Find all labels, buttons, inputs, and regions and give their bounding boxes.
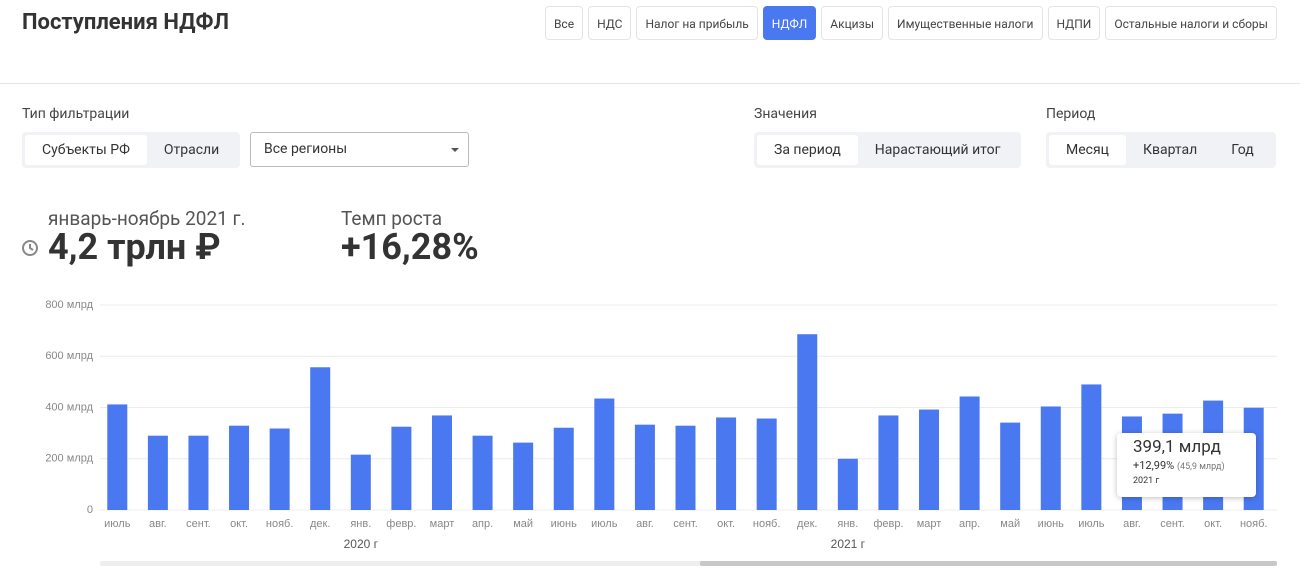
bar [919, 410, 939, 510]
bar [797, 334, 817, 510]
select-value: Все регионы [264, 141, 347, 157]
values-label: Значения [754, 106, 817, 122]
bar [270, 429, 290, 510]
x-tick-label: нояб. [1240, 518, 1268, 530]
bar [635, 425, 655, 510]
bar [554, 428, 574, 510]
x-tick-label: авг. [636, 518, 654, 530]
filter-type: Субъекты РФ Отрасли [22, 132, 240, 168]
filter-label: Тип фильтрации [22, 106, 129, 122]
divider [0, 83, 1300, 84]
bar [676, 426, 696, 510]
x-tick-label: июль [1078, 518, 1105, 530]
x-tick-label: февр. [873, 518, 903, 530]
values-toggle: За период Нарастающий итог [754, 132, 1021, 168]
bar [432, 415, 452, 510]
x-tick-label: май [1000, 518, 1020, 530]
year-label: 2021 г [831, 537, 866, 551]
option[interactable]: Год [1214, 135, 1270, 165]
summary-total: 4,2 трлн ₽ [48, 226, 221, 268]
x-tick-label: июнь [551, 518, 577, 530]
bar [757, 419, 777, 510]
bar [513, 443, 533, 510]
x-tick-label: март [430, 518, 455, 530]
scrollbar-thumb [700, 561, 1277, 566]
x-tick-label: сент. [186, 518, 211, 530]
x-tick-label: июль [591, 518, 618, 530]
tooltip: 399,1 млрд +12,99% (45,9 млрд) 2021 г [1117, 433, 1256, 497]
tooltip-value: 399,1 млрд [1133, 437, 1240, 457]
x-tick-label: нояб. [753, 518, 781, 530]
y-tick-label: 0 [87, 504, 93, 516]
bar [310, 367, 330, 510]
x-tick-label: дек. [310, 518, 330, 530]
bar [838, 459, 858, 510]
history-icon [20, 238, 40, 258]
bar [188, 436, 208, 510]
x-tick-label: май [513, 518, 533, 530]
option[interactable]: За период [757, 135, 858, 165]
bar [878, 415, 898, 510]
x-tick-label: сент. [673, 518, 698, 530]
x-tick-label: окт. [1204, 518, 1222, 530]
bar [107, 404, 127, 510]
x-tick-label: нояб. [266, 518, 294, 530]
option[interactable]: Отрасли [147, 135, 236, 165]
y-tick-label: 600 млрд [45, 350, 93, 362]
bar [391, 427, 411, 510]
option[interactable]: Месяц [1049, 135, 1126, 165]
x-tick-label: март [917, 518, 942, 530]
growth-value: +16,28% [341, 226, 479, 268]
x-tick-label: февр. [386, 518, 416, 530]
dropdown-arrow [451, 148, 459, 156]
tab[interactable]: Остальные налоги и сборы [1105, 6, 1277, 40]
tab[interactable]: Налог на прибыль [636, 6, 757, 40]
bar [1081, 384, 1101, 510]
y-tick-label: 400 млрд [45, 401, 93, 413]
tab[interactable]: НДФЛ [763, 6, 816, 40]
x-tick-label: июль [104, 518, 131, 530]
tooltip-year: 2021 г [1133, 476, 1240, 486]
bar [960, 396, 980, 510]
x-tick-label: апр. [472, 518, 493, 530]
bar [594, 399, 614, 510]
option[interactable]: Нарастающий итог [858, 135, 1018, 165]
bar [473, 436, 493, 510]
bar [351, 455, 371, 510]
tab[interactable]: Акцизы [821, 6, 883, 40]
bar [148, 436, 168, 510]
tooltip-change-abs: (45,9 млрд) [1177, 462, 1225, 472]
x-tick-label: янв. [837, 518, 858, 530]
x-tick-label: дек. [797, 518, 817, 530]
x-tick-label: окт. [717, 518, 735, 530]
tooltip-change: +12,99% [1133, 459, 1174, 472]
bar [229, 426, 249, 510]
tax-tabs: Все НДС Налог на прибыль НДФЛ Акцизы Иму… [545, 6, 1277, 40]
bar [716, 417, 736, 510]
period-toggle: Месяц Квартал Год [1046, 132, 1276, 168]
bar [1041, 406, 1061, 510]
y-tick-label: 200 млрд [45, 453, 93, 465]
x-tick-label: окт. [230, 518, 248, 530]
period-label: Период [1046, 106, 1095, 122]
x-tick-label: авг. [149, 518, 167, 530]
tab[interactable]: НДС [588, 6, 631, 40]
x-tick-label: янв. [350, 518, 371, 530]
x-tick-label: апр. [959, 518, 980, 530]
page-title: Поступления НДФЛ [22, 10, 229, 35]
tab[interactable]: НДПИ [1048, 6, 1101, 40]
y-tick-label: 800 млрд [45, 299, 93, 311]
tab[interactable]: Все [545, 6, 583, 40]
x-tick-label: июнь [1038, 518, 1064, 530]
bar [1000, 423, 1020, 510]
region-select[interactable]: Все регионы [250, 132, 469, 167]
option[interactable]: Субъекты РФ [25, 135, 147, 165]
tab[interactable]: Имущественные налоги [888, 6, 1042, 40]
x-tick-label: сент. [1160, 518, 1185, 530]
year-label: 2020 г [344, 537, 379, 551]
x-tick-label: авг. [1123, 518, 1141, 530]
option[interactable]: Квартал [1126, 135, 1214, 165]
